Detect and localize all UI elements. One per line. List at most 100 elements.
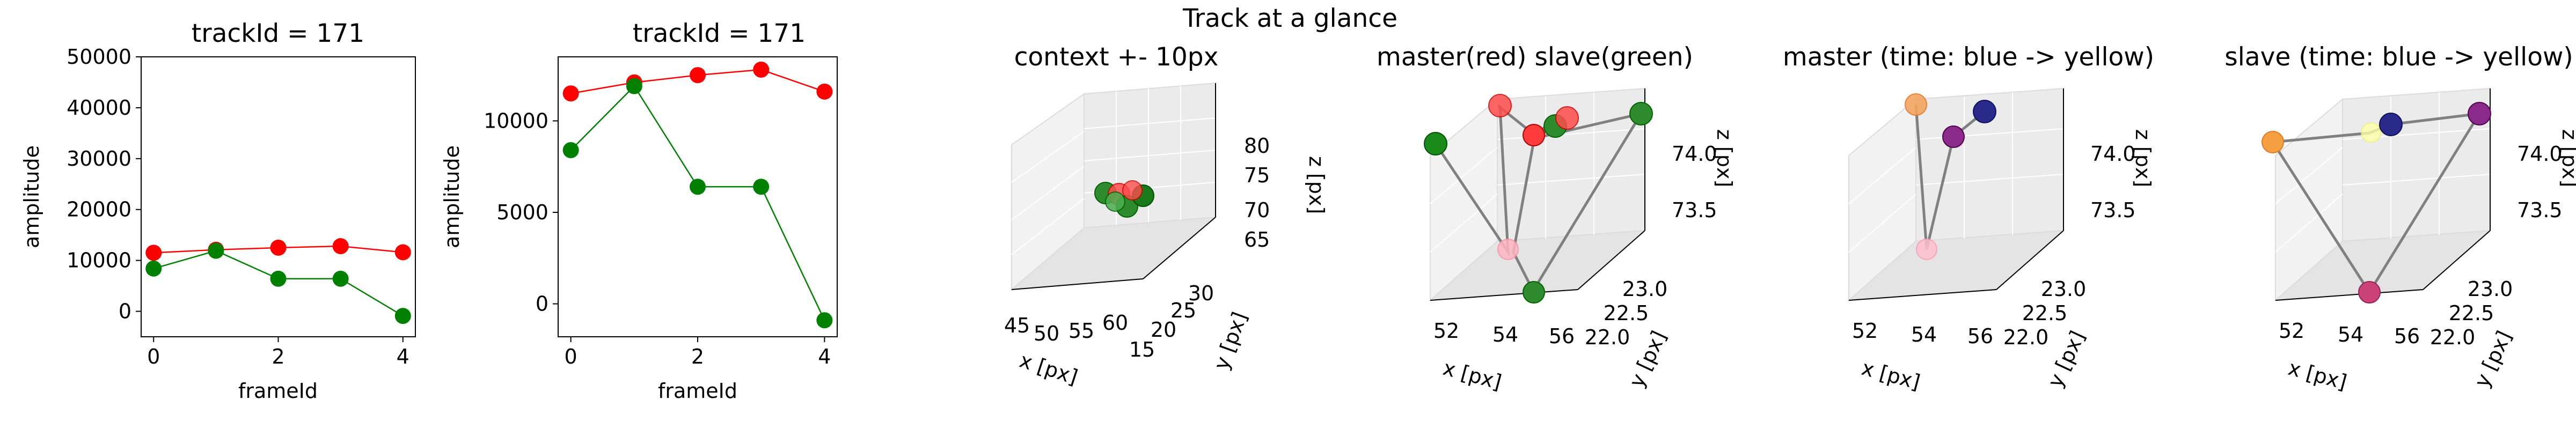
panel-5-track-line bbox=[1914, 104, 1986, 250]
panel-5-xtick-2: 54 bbox=[1911, 323, 1937, 346]
panel-3-y-axis bbox=[1143, 217, 1216, 279]
panel-4-ytick-1: 22.0 bbox=[1585, 326, 1630, 349]
panel-5-ztick-2: 74.0 bbox=[2090, 142, 2136, 166]
panel-6-point-5 bbox=[2358, 281, 2381, 304]
panel-2-series-2-point bbox=[753, 179, 770, 195]
panel-3-track bbox=[1094, 180, 1154, 218]
panel-1-xtick-label: 4 bbox=[397, 345, 409, 368]
panel-1-ytick-label: 30000 bbox=[67, 147, 131, 171]
panel-4-ytick-2: 22.5 bbox=[1604, 301, 1649, 325]
panel-6-xtick-1: 52 bbox=[2279, 319, 2304, 343]
panel-5-point-4 bbox=[1916, 239, 1937, 260]
panel-1-x-ticks: 0 2 4 bbox=[147, 337, 409, 368]
panel-5-point-2 bbox=[1973, 100, 1996, 123]
panel-3d-master-slave: master(red) slave(green) 52 54 56 bbox=[1377, 42, 1736, 394]
panel-5-box bbox=[1847, 87, 2065, 302]
panel-1-series-2-point bbox=[270, 270, 287, 287]
panel-1-title: trackId = 171 bbox=[192, 19, 364, 48]
panel-4-xlabel: x [px] bbox=[1440, 356, 1504, 394]
panel-1-xtick-label: 0 bbox=[147, 345, 160, 368]
panel-6-ytick-2: 22.5 bbox=[2449, 301, 2494, 325]
panel-4-point-7 bbox=[1497, 239, 1519, 260]
panel-4-y-axis bbox=[1577, 230, 1645, 290]
panel-6-y-axis bbox=[2423, 230, 2491, 290]
panel-amplitude-1: trackId = 171 0 10000 20000 30000 40000 50000… bbox=[20, 19, 416, 403]
panel-1-y-ticks: 0 10000 20000 30000 40000 50000 bbox=[67, 45, 141, 323]
panel-3-ytick-3: 25 bbox=[1170, 299, 1196, 322]
panel-6-point-2 bbox=[2361, 122, 2381, 143]
panel-2-ytick-label: 10000 bbox=[484, 109, 548, 132]
panel-4-point-3 bbox=[1523, 124, 1545, 146]
panel-2-series-1-point bbox=[690, 67, 706, 84]
panel-2-xtick-label: 2 bbox=[691, 345, 704, 368]
panel-1-xtick-label: 2 bbox=[272, 345, 284, 368]
panel-4-point-8 bbox=[1523, 281, 1545, 304]
panel-6-ztick-1: 73.5 bbox=[2517, 198, 2563, 222]
panel-6-ytick-1: 22.0 bbox=[2430, 326, 2476, 349]
panel-6-point-3 bbox=[2379, 113, 2403, 136]
panel-4-xtick-2: 54 bbox=[1492, 323, 1518, 346]
panel-1-series-2-point bbox=[208, 242, 224, 259]
panel-4-ztick-2: 74.0 bbox=[1672, 142, 1717, 166]
panel-6-ztick-2: 74.0 bbox=[2517, 142, 2563, 166]
panel-3-ytick-1: 15 bbox=[1129, 338, 1155, 361]
panel-4-zlabel: z [px] bbox=[1713, 129, 1736, 187]
panel-3d-context: context +- 10px 45 50 55 60 15 20 25 bbox=[1004, 42, 1328, 389]
panel-4-ytick-3: 23.0 bbox=[1622, 277, 1668, 301]
panel-1-series-1-point bbox=[394, 244, 411, 261]
panel-3-ylabel: y [px] bbox=[1209, 309, 1252, 373]
panel-6-track-line bbox=[2271, 112, 2482, 295]
panel-2-frame bbox=[558, 56, 838, 337]
panel-2-series-1-point bbox=[816, 83, 833, 100]
panel-5-ytick-2: 22.5 bbox=[2022, 301, 2068, 325]
panel-6-xlabel: x [px] bbox=[2286, 356, 2349, 394]
panel-5-ylabel: y [px] bbox=[2043, 327, 2090, 391]
panel-3-ytick-4: 30 bbox=[1188, 282, 1214, 305]
panel-5-point-3 bbox=[1942, 125, 1965, 148]
panel-6-point-4 bbox=[2468, 102, 2491, 125]
panel-2-series bbox=[562, 61, 833, 329]
panel-4-point-2 bbox=[1488, 94, 1512, 117]
panel-2-series-2-line bbox=[570, 85, 825, 321]
panel-6-xtick-2: 54 bbox=[2338, 323, 2363, 346]
panel-5-y-axis bbox=[1996, 230, 2064, 290]
panel-1-series-2-point bbox=[145, 260, 162, 277]
panel-4-ylabel: y [px] bbox=[1624, 327, 1671, 391]
panel-3-xtick-3: 55 bbox=[1069, 319, 1094, 343]
panel-1-series-1-point bbox=[145, 245, 162, 261]
panel-6-xtick-3: 56 bbox=[2394, 324, 2420, 348]
panel-2-xtick-label: 4 bbox=[818, 345, 831, 368]
panel-1-ytick-label: 0 bbox=[119, 300, 131, 323]
panel-2-ytick-label: 0 bbox=[536, 292, 548, 316]
panel-3d-master-time: master (time: blue -> yellow) 52 54 56 2… bbox=[1783, 42, 2155, 394]
panel-2-ylabel: amplitude bbox=[440, 145, 464, 248]
panel-5-ztick-1: 73.5 bbox=[2090, 198, 2136, 222]
panel-3-point-6 bbox=[1105, 191, 1125, 212]
panel-2-xlabel: frameId bbox=[658, 379, 737, 403]
panel-6-zlabel: z [px] bbox=[2558, 129, 2576, 187]
panel-3-xtick-1: 45 bbox=[1004, 314, 1030, 337]
panel-5-title: master (time: blue -> yellow) bbox=[1783, 42, 2154, 72]
panel-1-series-1-point bbox=[332, 238, 349, 255]
panel-5-ytick-3: 23.0 bbox=[2041, 277, 2087, 301]
panel-4-point-5 bbox=[1555, 106, 1579, 130]
panel-2-series-2-point bbox=[626, 78, 642, 94]
panel-1-ytick-label: 20000 bbox=[67, 198, 131, 221]
panel-3-ztick-3: 75 bbox=[1244, 164, 1270, 187]
panel-3-x-axis bbox=[1011, 278, 1144, 290]
panel-3-xtick-4: 60 bbox=[1102, 311, 1128, 335]
panel-1-ylabel: amplitude bbox=[20, 145, 43, 248]
panel-3-ytick-2: 20 bbox=[1151, 318, 1176, 342]
panel-3-ztick-1: 65 bbox=[1244, 228, 1270, 252]
panel-6-point-1 bbox=[2262, 131, 2284, 153]
panel-6-ylabel: y [px] bbox=[2470, 327, 2516, 391]
panel-3-ztick-2: 70 bbox=[1244, 198, 1270, 222]
panel-4-title: master(red) slave(green) bbox=[1377, 42, 1693, 72]
panel-1-ytick-label: 10000 bbox=[67, 249, 131, 272]
panel-4-x-axis bbox=[1430, 289, 1578, 301]
panel-1-series-2-point bbox=[332, 270, 349, 287]
panel-2-series-2-point bbox=[690, 179, 706, 195]
panel-1-ytick-label: 50000 bbox=[67, 45, 131, 69]
panel-amplitude-2: trackId = 171 0 5000 10000 0 2 4 frameId amp… bbox=[440, 19, 838, 403]
